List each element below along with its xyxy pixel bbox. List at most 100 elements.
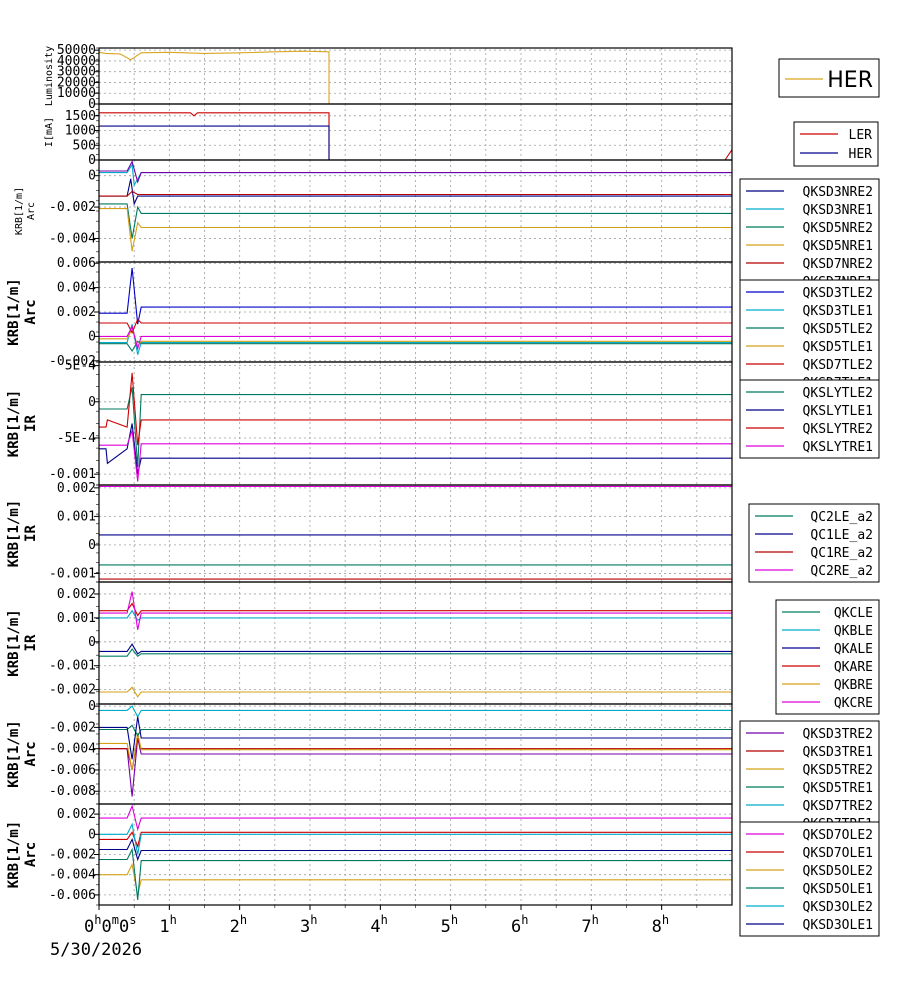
series-line-QKSD5TRE2 — [99, 732, 732, 771]
date-label: 5/30/2026 — [50, 940, 142, 960]
y-tick-label: 0 — [88, 395, 96, 410]
panel-frame — [98, 103, 733, 161]
y-tick-label: -0.002 — [49, 683, 96, 698]
series-line-QKBLE — [99, 609, 732, 622]
x-tick-label-part: h — [310, 913, 317, 927]
legend-entry: QKSD7OLE1 — [803, 846, 873, 861]
series-line-QKSD7NRE2 — [99, 190, 732, 197]
legend-entry: QKSD7TLE2 — [803, 358, 873, 373]
y-axis-label: Arc — [26, 202, 37, 220]
y-axis-label: Arc — [23, 842, 39, 867]
legend-entry: QC2LE_a2 — [810, 510, 873, 525]
legend-entry: QC1LE_a2 — [810, 528, 873, 543]
legend-lum: HER — [778, 58, 880, 98]
y-tick-label: 0.002 — [57, 807, 96, 822]
legend-entry: HER — [849, 147, 873, 162]
legend-entry: QKSD3TRE2 — [803, 727, 873, 742]
y-tick-label: -0.002 — [49, 200, 96, 215]
y-tick-label: 0.002 — [57, 305, 96, 320]
series-line-QKSLYTLE1 — [99, 423, 732, 475]
x-tick-label-part: h — [662, 913, 669, 927]
y-tick-label: -5E-4 — [57, 431, 96, 446]
legend-entry: QKSLYTRE2 — [803, 422, 873, 437]
panel-arc_tr: 0 -0.002 -0.004 -0.006 -0.008 KRB[1/m] Arc — [6, 699, 733, 805]
y-axis-label: KRB[1/m] — [6, 821, 22, 888]
series-line-QKSD5NRE1 — [99, 208, 732, 252]
legend-entry: QKSD3TLE1 — [803, 304, 873, 319]
y-axis-label: KRB[1/m] — [6, 390, 22, 457]
series-line-QKSD7TRE2 — [99, 705, 732, 718]
x-tick-label-part: 7 — [581, 917, 591, 937]
y-tick-label: -0.001 — [49, 467, 96, 482]
panel-arc_nr: 0 -0.002 -0.004 KRB[1/m] Arc — [14, 159, 733, 263]
legend-entry: QKSD7OLE2 — [803, 828, 873, 843]
panel-arc_ol: 0.002 0 -0.002 -0.004 -0.006 KRB[1/m] Arc — [6, 803, 733, 906]
legend-frame — [748, 503, 880, 583]
panel-arc_tl: 0.006 0.004 0.002 0 -0.002 KRB[1/m] Arc — [6, 256, 733, 369]
series-line-QKSD5NRE2 — [99, 203, 732, 239]
series-line-QKSD7OLE2 — [99, 804, 732, 832]
series-line-QKSLYTLE2 — [99, 387, 732, 467]
series-line-QKALE — [99, 643, 732, 655]
y-tick-label: 0 — [88, 97, 96, 112]
legend-entry: QC2RE_a2 — [810, 564, 873, 579]
time-axis: 0h0m0s 1h 2h 3h 4h 5h 6h 7h 8h — [84, 905, 698, 937]
y-axis-label: KRB[1/m] — [6, 720, 22, 787]
y-axis-label: Luminosity — [44, 46, 55, 106]
legend-boxes: HERLERHERQKSD3NRE2QKSD3NRE1QKSD5NRE2QKSD… — [739, 58, 880, 937]
y-axis-label: KRB[1/m] — [6, 609, 22, 676]
legend-entry: QKSD5OLE2 — [803, 864, 873, 879]
series-line-QKSLYTRE1 — [99, 430, 732, 482]
y-tick-label: -0.004 — [49, 231, 96, 246]
y-tick-label: 50000 — [57, 43, 96, 58]
y-tick-label: 0.002 — [57, 587, 96, 602]
legend-entry: QKSD5TLE1 — [803, 340, 873, 355]
series-line-QKCLE — [99, 648, 732, 657]
legend-ir_kc: QKCLE QKBLE QKALE QKARE QKBRE QKCRE — [775, 599, 880, 715]
legend-frame — [739, 821, 880, 937]
x-tick-label-part: 3 — [300, 917, 310, 937]
x-tick-label: 0h0m0s — [84, 913, 136, 937]
legend-entry: QKSD3NRE1 — [803, 203, 873, 218]
series-line-QKSLYTRE2 — [99, 372, 732, 446]
x-tick-label-part: h — [381, 913, 388, 927]
x-tick-label-part: 0 — [101, 917, 111, 937]
y-tick-label: -0.006 — [49, 763, 96, 778]
legend-entry: QKSD3OLE2 — [803, 900, 873, 915]
series-line-QKSD3TRE2 — [99, 737, 732, 797]
y-tick-label: -0.002 — [49, 354, 96, 369]
series-line-QKSD3OLE2 — [99, 822, 732, 855]
y-tick-label: 20000 — [57, 75, 96, 90]
x-tick-label-part: h — [592, 913, 599, 927]
y-tick-label: -0.004 — [49, 868, 96, 883]
y-axis-label: IR — [23, 634, 39, 651]
legend-entry: QKCLE — [834, 606, 873, 621]
series-line-QKSD3TLE2 — [99, 268, 732, 325]
series-line-QKSD7TRE1 — [99, 716, 732, 760]
series-line-QKSD7TLE1 — [99, 325, 732, 351]
y-tick-label: 0 — [88, 169, 96, 184]
y-tick-label: 10000 — [57, 86, 96, 101]
legend-entry: QKSD3OLE1 — [803, 918, 873, 933]
y-axis-label: IR — [23, 525, 39, 542]
y-axis-label: Arc — [23, 299, 39, 324]
legend-entry: QKSD7NRE2 — [803, 257, 873, 272]
y-axis-label: Arc — [23, 741, 39, 766]
y-tick-label: -0.006 — [49, 888, 96, 903]
legend-frame — [793, 121, 879, 167]
y-tick-label: -0.008 — [49, 784, 96, 799]
legend-frame — [739, 720, 880, 836]
y-tick-label: 40000 — [57, 54, 96, 69]
panel-ir_kc: 0.002 0.001 0 -0.001 -0.002 KRB[1/m] IR — [6, 581, 733, 705]
x-tick-label: 2h — [230, 913, 247, 937]
y-tick-label: -0.002 — [49, 720, 96, 735]
y-tick-label: 0 — [88, 329, 96, 344]
x-tick-label-part: 5 — [441, 917, 451, 937]
legend-entry: QKBLE — [834, 624, 873, 639]
x-tick-label-part: 2 — [230, 917, 240, 937]
y-axis-label: KRB[1/m] — [14, 187, 25, 235]
y-tick-label: 0.001 — [57, 509, 96, 524]
panel-ir_sly: 5E-4 0 -5E-4 -0.001 KRB[1/m] IR — [6, 359, 733, 486]
y-tick-label: 500 — [73, 138, 96, 153]
legend-frame — [778, 58, 880, 98]
